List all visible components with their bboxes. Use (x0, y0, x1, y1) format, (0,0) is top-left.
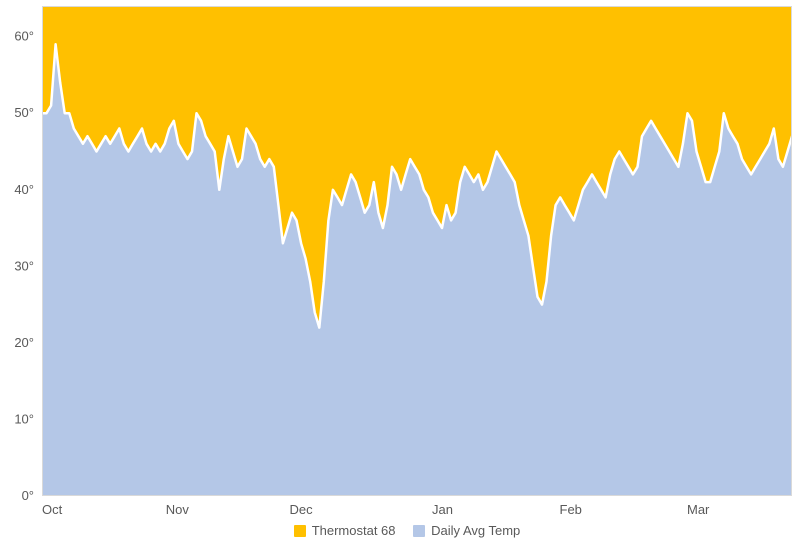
legend-label-daily-avg: Daily Avg Temp (431, 523, 520, 538)
svg-text:Dec: Dec (290, 502, 314, 517)
svg-text:Feb: Feb (560, 502, 582, 517)
svg-text:0°: 0° (22, 488, 34, 503)
temperature-area-chart: 0° 10° 20° 30° 40° 50° 60° Oct Nov Dec Jan Feb Mar T… (0, 0, 800, 544)
chart-svg: 0° 10° 20° 30° 40° 50° 60° Oct Nov Dec Jan Feb Mar (0, 0, 800, 544)
svg-text:Oct: Oct (42, 502, 63, 517)
legend-swatch-thermostat (294, 525, 306, 537)
svg-text:60°: 60° (14, 29, 34, 44)
svg-text:10°: 10° (14, 411, 34, 426)
svg-text:30°: 30° (14, 258, 34, 273)
svg-text:Mar: Mar (687, 502, 710, 517)
svg-text:20°: 20° (14, 335, 34, 350)
svg-text:40°: 40° (14, 182, 34, 197)
legend: Thermostat 68 Daily Avg Temp (0, 522, 800, 538)
svg-text:50°: 50° (14, 105, 34, 120)
legend-swatch-daily-avg (413, 525, 425, 537)
svg-text:Nov: Nov (166, 502, 190, 517)
legend-label-thermostat: Thermostat 68 (312, 523, 396, 538)
svg-text:Jan: Jan (432, 502, 453, 517)
